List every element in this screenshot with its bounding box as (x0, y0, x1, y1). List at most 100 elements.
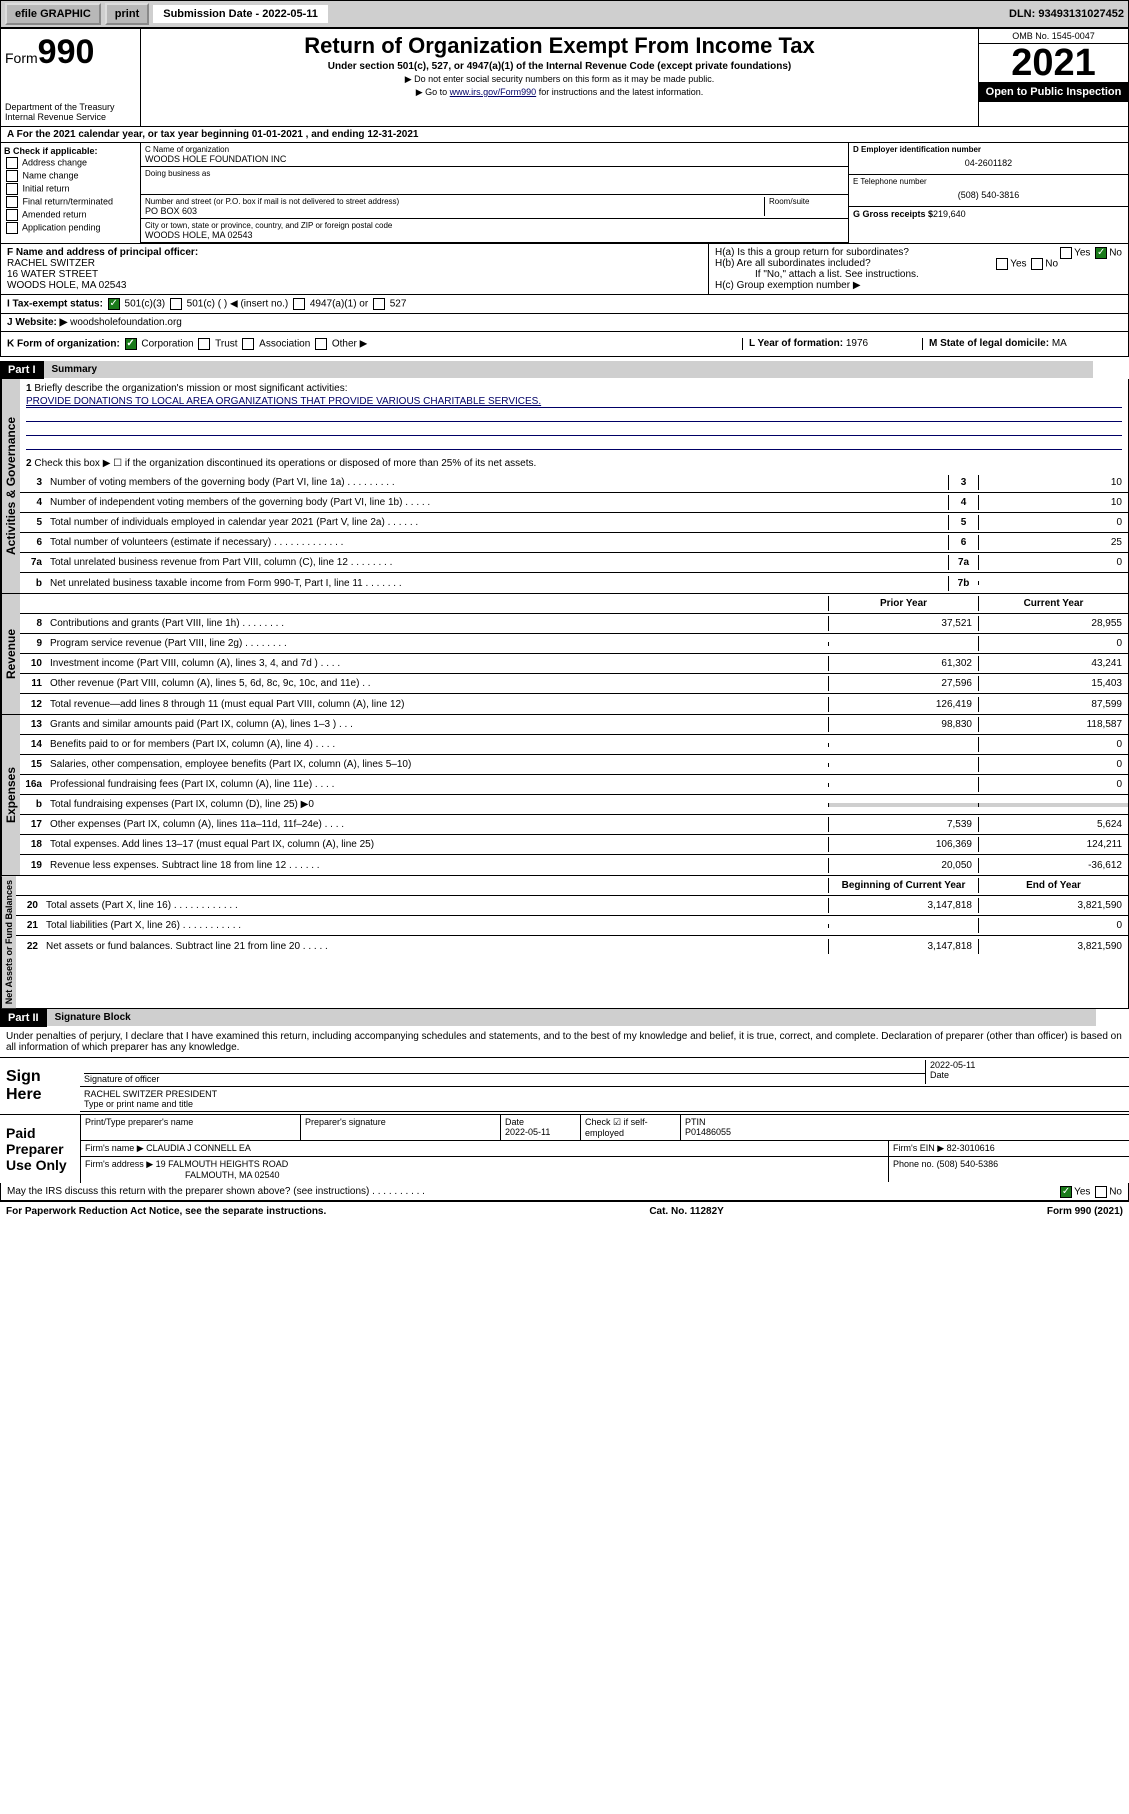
k-trust[interactable] (198, 338, 210, 350)
mission-text: PROVIDE DONATIONS TO LOCAL AREA ORGANIZA… (26, 396, 1122, 408)
colb-check[interactable] (6, 222, 18, 234)
hb-no[interactable] (1031, 258, 1043, 270)
part1-title: Summary (44, 361, 1093, 378)
part2-title: Signature Block (47, 1009, 1096, 1026)
irs-label: Internal Revenue Service (5, 112, 136, 122)
part2-header: Part II (0, 1009, 47, 1027)
form-header: Form990 Department of the Treasury Inter… (0, 28, 1129, 127)
firm-addr-label: Firm's address ▶ (85, 1159, 153, 1169)
ha-no[interactable]: ✓ (1095, 247, 1107, 259)
paid-preparer-label: Paid Preparer Use Only (0, 1115, 80, 1183)
beg-year-hdr: Beginning of Current Year (828, 878, 978, 893)
q1-label: Briefly describe the organization's miss… (34, 383, 347, 394)
prep-name-label: Print/Type preparer's name (81, 1115, 301, 1140)
officer-addr2: WOODS HOLE, MA 02543 (7, 280, 702, 291)
footer-mid: Cat. No. 11282Y (649, 1206, 723, 1217)
self-emp-label: Check ☑ if self-employed (581, 1115, 681, 1140)
firm-name-label: Firm's name ▶ (85, 1143, 144, 1153)
room-label: Room/suite (769, 197, 844, 206)
ein: 04-2601182 (853, 154, 1124, 172)
efile-button[interactable]: efile GRAPHIC (5, 3, 101, 25)
firm-ein-label: Firm's EIN ▶ (893, 1143, 944, 1153)
prep-date: 2022-05-11 (505, 1127, 550, 1137)
row-a-period: A For the 2021 calendar year, or tax yea… (0, 127, 1129, 143)
dba-label: Doing business as (145, 169, 844, 178)
sig-intro: Under penalties of perjury, I declare th… (0, 1027, 1129, 1057)
colb-check[interactable] (6, 170, 18, 182)
q2-label: Check this box ▶ ☐ if the organization d… (34, 458, 536, 469)
tel-label: E Telephone number (853, 177, 1124, 186)
ha-yes[interactable] (1060, 247, 1072, 259)
phone: (508) 540-5386 (937, 1159, 999, 1169)
part1-expenses: Expenses 13Grants and similar amounts pa… (0, 715, 1129, 876)
part1-revenue: Revenue Prior YearCurrent Year 8Contribu… (0, 594, 1129, 715)
firm-name: CLAUDIA J CONNELL EA (146, 1143, 251, 1153)
ptin: P01486055 (685, 1127, 731, 1137)
hb-note: If "No," attach a list. See instructions… (715, 269, 1122, 280)
part1-header: Part I (0, 361, 44, 379)
colb-check[interactable] (6, 157, 18, 169)
may-irs-yes[interactable]: ✓ (1060, 1186, 1072, 1198)
i-501c3[interactable]: ✓ (108, 298, 120, 310)
section-bcd: B Check if applicable: Address change Na… (0, 143, 1129, 243)
i-label: I Tax-exempt status: (7, 299, 103, 310)
i-4947[interactable] (293, 298, 305, 310)
form-title: Return of Organization Exempt From Incom… (145, 33, 974, 59)
hc-label: H(c) Group exemption number ▶ (715, 280, 1122, 291)
officer-addr1: 16 WATER STREET (7, 269, 702, 280)
gross-receipts: 219,640 (933, 209, 966, 219)
prep-sig-label: Preparer's signature (301, 1115, 501, 1140)
i-527[interactable] (373, 298, 385, 310)
tel: (508) 540-3816 (853, 186, 1124, 204)
form-subtitle: Under section 501(c), 527, or 4947(a)(1)… (145, 61, 974, 72)
footer: For Paperwork Reduction Act Notice, see … (0, 1201, 1129, 1221)
sig-date: 2022-05-11 (930, 1060, 1125, 1070)
k-other[interactable] (315, 338, 327, 350)
sig-officer-label: Signature of officer (84, 1074, 159, 1084)
end-year-hdr: End of Year (978, 878, 1128, 893)
city-label: City or town, state or province, country… (145, 221, 844, 230)
hb-label: H(b) Are all subordinates included? (715, 258, 871, 269)
colb-check[interactable] (6, 183, 18, 195)
ssn-note: ▶ Do not enter social security numbers o… (145, 74, 974, 85)
part1-governance: Activities & Governance 1 Briefly descri… (0, 379, 1129, 594)
dept-treasury: Department of the Treasury (5, 102, 136, 112)
name-title-label: Type or print name and title (84, 1099, 193, 1109)
i-501c[interactable] (170, 298, 182, 310)
ha-label: H(a) Is this a group return for subordin… (715, 247, 909, 258)
ptin-label: PTIN (685, 1117, 706, 1127)
form-label: Form (5, 50, 38, 66)
colb-check[interactable] (6, 196, 18, 208)
officer-name: RACHEL SWITZER (7, 258, 702, 269)
firm-ein: 82-3010616 (947, 1143, 995, 1153)
org-name-label: C Name of organization (145, 145, 844, 154)
form-number: 990 (38, 33, 95, 71)
dln: DLN: 93493131027452 (1009, 8, 1124, 20)
gross-label: G Gross receipts $ (853, 209, 933, 219)
city: WOODS HOLE, MA 02543 (145, 230, 844, 240)
col-b-label: B Check if applicable: (4, 146, 137, 156)
topbar: efile GRAPHIC print Submission Date - 20… (0, 0, 1129, 28)
colb-check[interactable] (6, 209, 18, 221)
phone-label: Phone no. (893, 1159, 934, 1169)
firm-addr: 19 FALMOUTH HEIGHTS ROAD (156, 1159, 289, 1169)
open-public: Open to Public Inspection (979, 82, 1128, 102)
hb-yes[interactable] (996, 258, 1008, 270)
k-corp[interactable]: ✓ (125, 338, 137, 350)
may-irs-label: May the IRS discuss this return with the… (7, 1186, 425, 1197)
vtab-revenue: Revenue (1, 594, 20, 714)
vtab-netassets: Net Assets or Fund Balances (1, 876, 16, 1008)
website-note: ▶ Go to www.irs.gov/Form990 for instruct… (145, 87, 974, 98)
officer-name-title: RACHEL SWITZER PRESIDENT (84, 1089, 1125, 1099)
may-irs-no[interactable] (1095, 1186, 1107, 1198)
firm-city: FALMOUTH, MA 02540 (185, 1170, 280, 1180)
line-k: K Form of organization: ✓ Corporation Tr… (0, 332, 1129, 357)
prior-year-hdr: Prior Year (828, 596, 978, 611)
print-button[interactable]: print (105, 3, 149, 25)
k-assoc[interactable] (242, 338, 254, 350)
sign-here-label: Sign Here (0, 1058, 80, 1114)
irs-link[interactable]: www.irs.gov/Form990 (450, 87, 537, 97)
submission-date: Submission Date - 2022-05-11 (153, 5, 328, 23)
vtab-governance: Activities & Governance (1, 379, 20, 593)
curr-year-hdr: Current Year (978, 596, 1128, 611)
